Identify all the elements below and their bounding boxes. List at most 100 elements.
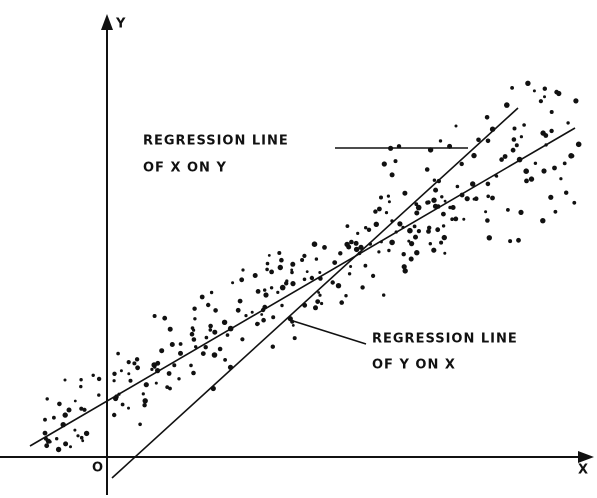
- dot: [508, 239, 513, 244]
- dot: [217, 346, 223, 352]
- dot: [562, 161, 567, 166]
- dot: [320, 301, 324, 306]
- dot: [63, 441, 69, 447]
- dot: [73, 428, 77, 432]
- dot: [387, 200, 391, 204]
- dot: [502, 154, 508, 159]
- dot: [302, 277, 307, 282]
- dot: [486, 235, 492, 241]
- dot: [134, 357, 140, 362]
- dot: [270, 344, 275, 349]
- dot: [142, 398, 148, 404]
- dot: [168, 386, 172, 391]
- dot: [279, 257, 284, 263]
- dot: [439, 240, 444, 245]
- dot: [255, 321, 260, 327]
- dot: [81, 439, 85, 443]
- dot: [379, 195, 383, 200]
- dot: [135, 365, 141, 371]
- dot: [384, 211, 389, 215]
- regression-line-x-on-y: [111, 107, 519, 479]
- dot: [339, 300, 345, 305]
- dot: [389, 239, 395, 246]
- dot: [528, 176, 535, 182]
- dot: [45, 438, 52, 444]
- dot: [82, 407, 87, 412]
- dot: [523, 168, 529, 174]
- dot: [315, 299, 321, 304]
- dot: [178, 350, 183, 356]
- dot: [344, 294, 348, 298]
- dot: [453, 216, 459, 222]
- dot: [52, 415, 56, 420]
- dot: [112, 412, 117, 418]
- dot: [44, 443, 50, 449]
- dot: [166, 371, 172, 376]
- dot: [62, 412, 68, 418]
- dot: [79, 378, 83, 382]
- dot: [353, 246, 360, 253]
- dot: [358, 244, 364, 250]
- dot: [112, 371, 117, 376]
- dot: [97, 393, 101, 397]
- dot: [55, 437, 59, 441]
- dot: [552, 165, 557, 171]
- dot: [208, 323, 213, 329]
- dot: [484, 115, 490, 120]
- dot: [208, 328, 213, 332]
- dot: [490, 195, 495, 201]
- dot: [231, 281, 235, 285]
- dot: [485, 218, 490, 223]
- dot: [162, 315, 168, 321]
- dot: [344, 241, 350, 248]
- dot: [127, 406, 130, 410]
- dot: [263, 292, 269, 298]
- dot: [414, 210, 420, 216]
- dot: [277, 251, 282, 255]
- dot: [128, 378, 133, 383]
- dot: [402, 190, 408, 196]
- dot: [459, 161, 464, 167]
- dot: [277, 264, 283, 271]
- dot: [518, 209, 524, 215]
- dot: [172, 363, 177, 368]
- dot: [79, 435, 84, 440]
- dot: [265, 267, 269, 272]
- dot: [290, 270, 294, 275]
- dot: [300, 258, 305, 262]
- dot: [261, 317, 266, 323]
- dot: [191, 337, 197, 342]
- dot: [309, 275, 315, 281]
- dot: [252, 273, 258, 278]
- dot: [450, 205, 456, 210]
- dot: [553, 209, 558, 214]
- dot: [377, 250, 381, 254]
- dot: [79, 406, 84, 411]
- dot: [454, 124, 458, 128]
- dot: [387, 248, 391, 253]
- dot: [542, 86, 547, 91]
- dot: [397, 221, 403, 227]
- dot: [178, 342, 183, 346]
- dot: [486, 194, 491, 199]
- dot: [311, 241, 318, 247]
- dot: [441, 211, 446, 217]
- dot: [330, 280, 335, 285]
- dot: [373, 221, 379, 227]
- y-arrow: [101, 14, 113, 30]
- dot: [363, 263, 368, 268]
- dot: [332, 260, 338, 265]
- dot: [193, 317, 197, 321]
- dot: [194, 345, 198, 349]
- dot: [302, 253, 307, 258]
- dot: [416, 229, 421, 234]
- dot: [347, 272, 352, 276]
- dot: [335, 283, 342, 289]
- dot: [377, 206, 382, 212]
- dot: [292, 336, 297, 341]
- dot: [364, 226, 368, 230]
- dot: [401, 264, 407, 270]
- dot: [190, 326, 195, 330]
- dot: [159, 348, 165, 354]
- dot: [290, 281, 296, 287]
